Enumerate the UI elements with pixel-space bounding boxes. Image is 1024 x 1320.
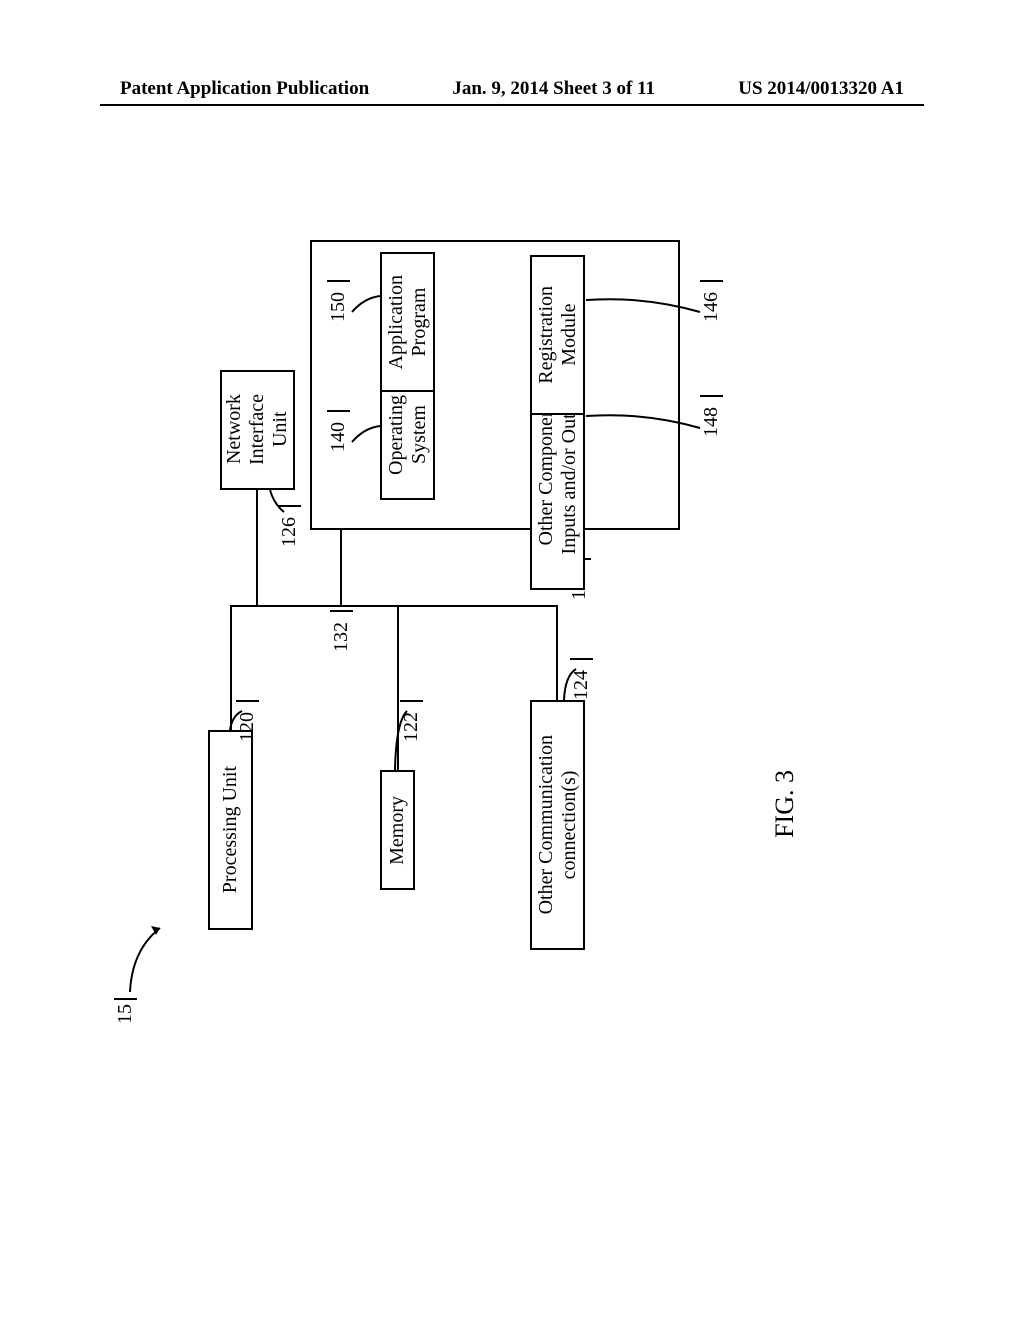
bus-ref-132: 132: [330, 610, 353, 652]
app-program-ref: 150: [327, 280, 350, 322]
operating-sys-text: Operating System: [385, 395, 431, 475]
processing-unit-text: Processing Unit: [219, 766, 242, 893]
operating-sys-ref: 140: [327, 410, 350, 452]
network-if-stem: [256, 490, 258, 607]
reg-module-box: Registration Module: [530, 255, 585, 415]
container-box: [310, 240, 680, 530]
figure-diagram: 15 Processing Unit 120 Memory 122 Other …: [0, 210, 1024, 1110]
other-comm-text: Other Communication connection(s): [535, 735, 581, 914]
system-ref-label: 15: [114, 998, 137, 1024]
header-rule: [100, 104, 924, 106]
app-program-text: Application Program: [385, 275, 431, 369]
header-mid: Jan. 9, 2014 Sheet 3 of 11: [452, 78, 655, 100]
network-if-box: Network Interface Unit: [220, 370, 295, 490]
other-comp-leader-icon: [584, 410, 704, 436]
page-header: Patent Application Publication Jan. 9, 2…: [0, 78, 1024, 100]
app-program-box: Application Program: [380, 252, 435, 392]
reg-module-text: Registration Module: [535, 286, 581, 384]
memory-box: Memory: [380, 770, 415, 890]
memory-text: Memory: [386, 796, 409, 865]
figure-label: FIG. 3: [770, 770, 800, 838]
reg-module-leader-icon: [584, 294, 704, 320]
bus-vertical: [340, 530, 342, 607]
bus-stem-comm: [556, 605, 558, 700]
header-right: US 2014/0013320 A1: [738, 78, 904, 100]
processing-unit-box: Processing Unit: [208, 730, 253, 930]
app-program-leader-icon: [348, 294, 382, 318]
processing-unit-leader-icon: [218, 708, 248, 738]
bus-horizontal: [230, 605, 558, 607]
bus-stem-mem: [397, 605, 399, 770]
operating-sys-leader-icon: [348, 424, 382, 448]
other-comm-box: Other Communication connection(s): [530, 700, 585, 950]
bus-stem-pu: [230, 605, 232, 730]
network-if-text: Network Interface Unit: [223, 394, 292, 465]
header-left: Patent Application Publication: [120, 78, 369, 100]
network-if-stem-h: [230, 605, 258, 607]
system-ref-arrow-icon: [120, 920, 180, 1000]
network-if-leader-icon: [260, 486, 290, 516]
